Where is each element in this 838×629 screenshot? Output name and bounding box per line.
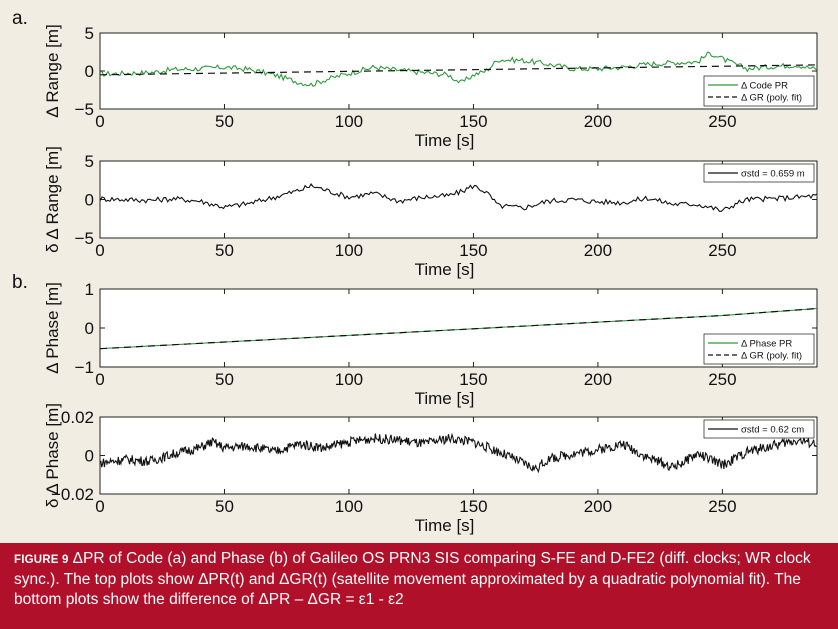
x-tick-label: 200: [584, 497, 612, 516]
legend-box: [703, 75, 815, 107]
caption-label: FIGURE 9: [14, 554, 69, 566]
x-tick-label: 50: [215, 241, 234, 260]
x-tick-label: 250: [708, 112, 736, 131]
y-tick-label: 5: [85, 24, 94, 43]
legend-label: Δ GR (poly. fit): [741, 93, 802, 104]
plot-area: [99, 416, 818, 495]
legend-label: Δ Code PR: [741, 81, 788, 92]
y-tick-label: −0.02: [51, 485, 94, 504]
x-tick-label: 200: [584, 241, 612, 260]
figure-caption: FIGURE 9 ΔPR of Code (a) and Phase (b) of…: [0, 543, 838, 629]
x-axis-label: Time [s]: [415, 516, 475, 535]
y-tick-label: 5: [85, 152, 94, 171]
x-tick-label: 100: [335, 112, 363, 131]
legend-label: σstd = 0.62 cm: [741, 425, 804, 436]
series-line: [99, 51, 818, 87]
x-tick-label: 0: [95, 241, 104, 260]
y-tick-label: 0.02: [61, 408, 94, 427]
y-axis-label: Δ Range [m]: [43, 24, 62, 118]
x-tick-label: 150: [459, 112, 487, 131]
y-tick-label: 1: [85, 280, 94, 299]
x-tick-label: 150: [459, 241, 487, 260]
legend-label: σstd = 0.659 m: [741, 169, 805, 180]
x-tick-label: 150: [459, 370, 487, 389]
y-tick-label: 0: [85, 319, 94, 338]
legend-label: Δ Phase PR: [741, 339, 792, 350]
y-axis-label: δ Δ Range [m]: [43, 146, 62, 253]
legend-box: [703, 419, 815, 439]
y-axis-label: δ Δ Phase [m]: [43, 403, 62, 508]
panel-letter-a: a.: [12, 8, 28, 29]
x-tick-label: 50: [215, 112, 234, 131]
x-tick-label: 250: [708, 241, 736, 260]
x-tick-label: 100: [335, 241, 363, 260]
plot-area: [99, 160, 818, 239]
y-axis-label: Δ Phase [m]: [43, 282, 62, 374]
series-line: [99, 432, 817, 474]
x-tick-label: 200: [584, 112, 612, 131]
y-tick-label: −5: [75, 229, 94, 248]
x-axis-label: Time [s]: [415, 260, 475, 279]
x-tick-label: 250: [708, 370, 736, 389]
y-tick-label: −1: [75, 358, 94, 377]
series-line: [99, 307, 818, 350]
legend-box: [703, 333, 815, 365]
x-tick-label: 0: [95, 370, 104, 389]
x-tick-label: 200: [584, 370, 612, 389]
x-tick-label: 50: [215, 497, 234, 516]
y-tick-label: 0: [85, 191, 94, 210]
series-line: [99, 307, 818, 350]
x-tick-label: 0: [95, 497, 104, 516]
caption-text: ΔPR of Code (a) and Phase (b) of Galileo…: [14, 550, 811, 608]
y-tick-label: 0: [85, 62, 94, 81]
y-tick-label: −5: [75, 100, 94, 119]
x-tick-label: 100: [335, 370, 363, 389]
x-tick-label: 150: [459, 497, 487, 516]
x-tick-label: 50: [215, 370, 234, 389]
panel-letter-b: b.: [12, 272, 28, 293]
plot-area: [99, 32, 818, 110]
x-tick-label: 250: [708, 497, 736, 516]
series-line: [99, 182, 818, 212]
legend-label: Δ GR (poly. fit): [741, 351, 802, 362]
x-axis-label: Time [s]: [415, 389, 475, 408]
x-tick-label: 0: [95, 112, 104, 131]
x-tick-label: 100: [335, 497, 363, 516]
x-axis-label: Time [s]: [415, 131, 475, 150]
y-tick-label: 0: [85, 447, 94, 466]
legend-box: [703, 163, 815, 183]
